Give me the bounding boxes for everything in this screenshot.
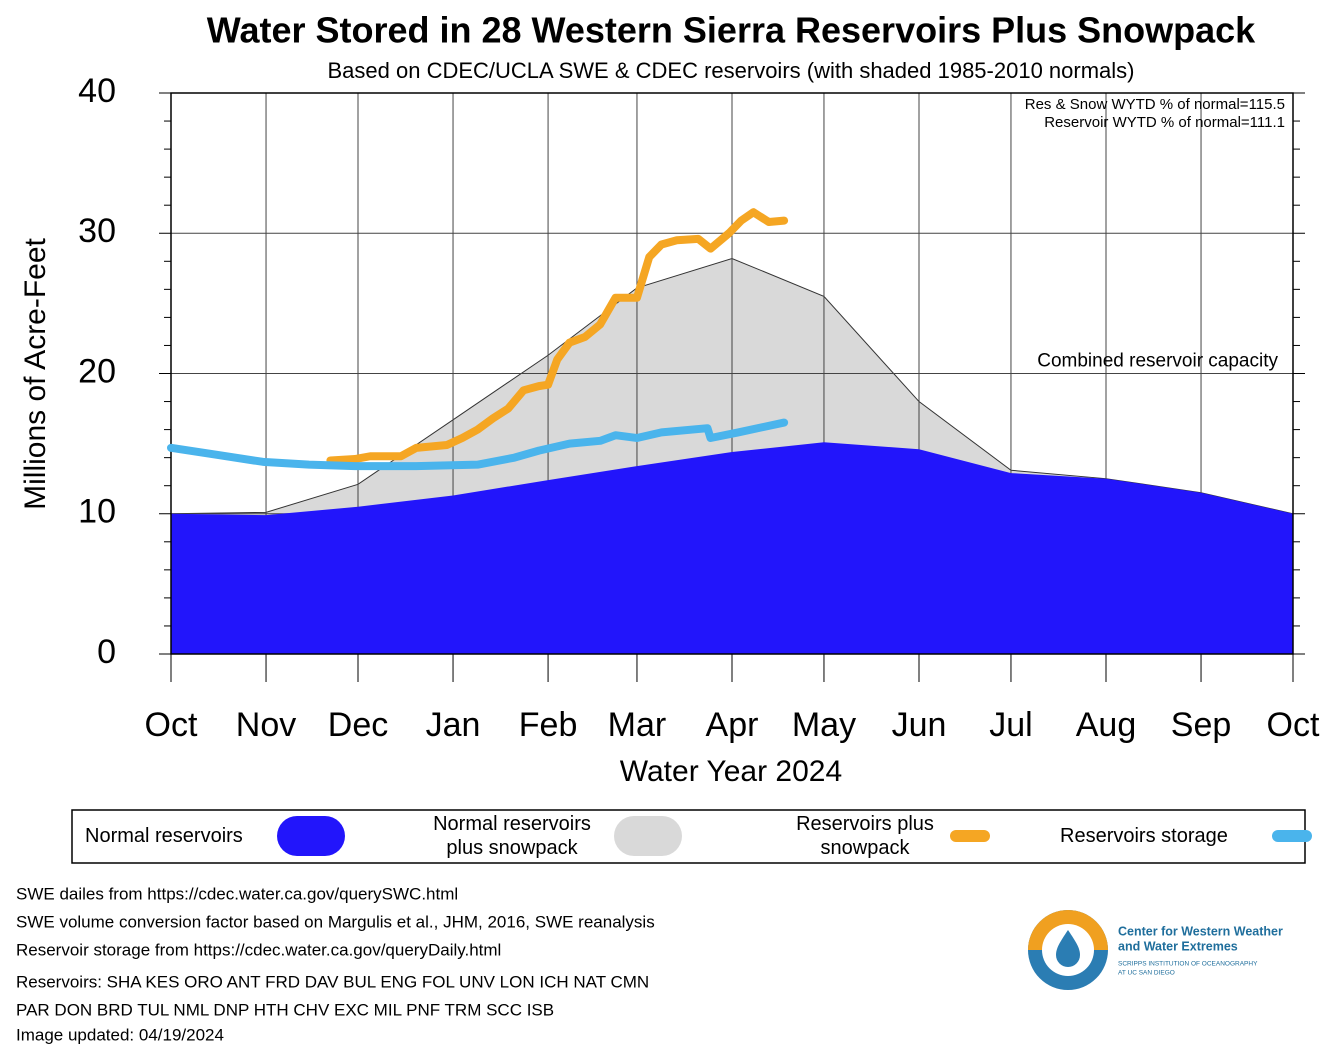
footnote: Image updated: 04/19/2024 <box>16 1025 224 1044</box>
logo-text: Center for Western Weather <box>1118 924 1283 938</box>
logo-text: and Water Extremes <box>1118 939 1238 953</box>
y-tick-label: 10 <box>78 493 116 531</box>
line <box>167 418 789 471</box>
area <box>171 442 1293 654</box>
legend-swatch <box>614 816 682 856</box>
x-axis-label: Water Year 2024 <box>620 755 842 788</box>
layer <box>167 208 789 471</box>
logo-text: AT UC SAN DIEGO <box>1118 970 1175 977</box>
x-tick-label: Jan <box>426 706 481 744</box>
y-tick-label: 30 <box>78 212 116 250</box>
line <box>326 208 789 465</box>
x-tick-label: Apr <box>706 706 759 744</box>
layer: Oct Nov Dec Jan Feb Mar Apr May Jun Jul Aug Sep Oct 0… <box>78 72 1320 744</box>
chart-title: Water Stored in 28 Western Sierra Reserv… <box>207 10 1256 51</box>
x-tick-label: Sep <box>1171 706 1232 744</box>
legend-label: Normal reservoirs plus snowpack <box>433 813 591 859</box>
y-tick-label: 0 <box>97 633 116 671</box>
legend-swatch <box>277 816 345 856</box>
logo-text: SCRIPPS INSTITUTION OF OCEANOGRAPHY <box>1118 961 1258 968</box>
legend-swatch <box>950 830 990 842</box>
layer <box>171 442 1293 654</box>
logo <box>1028 910 1108 990</box>
footnote: Reservoirs: SHA KES ORO ANT FRD DAV BUL … <box>16 972 649 991</box>
annotation: Reservoir WYTD % of normal=111.1 <box>1044 114 1285 131</box>
x-tick-label: Nov <box>236 706 296 744</box>
x-tick-label: Oct <box>145 706 198 744</box>
legend-label: Normal reservoirs <box>85 825 243 847</box>
annotation: Res & Snow WYTD % of normal=115.5 <box>1025 96 1285 113</box>
plot-frame <box>170 92 1294 655</box>
x-tick-label: Jul <box>989 706 1032 744</box>
capacity-label: Combined reservoir capacity <box>1037 351 1278 372</box>
y-tick-label: 20 <box>78 352 116 390</box>
logo-drop <box>1056 930 1080 967</box>
footnote: Reservoir storage from https://cdec.wate… <box>16 940 501 959</box>
legend-label: Reservoirs plus snowpack <box>796 813 934 859</box>
y-axis-label: Millions of Acre-Feet <box>19 237 52 509</box>
chart-subtitle: Based on CDEC/UCLA SWE & CDEC reservoirs… <box>328 58 1135 83</box>
x-tick-label: Feb <box>519 706 578 744</box>
legend-swatch <box>1272 830 1312 842</box>
footnote: PAR DON BRD TUL NML DNP HTH CHV EXC MIL … <box>16 1000 554 1019</box>
footnote: SWE volume conversion factor based on Ma… <box>16 912 655 931</box>
y-tick-label: 40 <box>78 72 116 110</box>
x-tick-label: Aug <box>1076 706 1137 744</box>
x-tick-label: Jun <box>892 706 947 744</box>
footnote: SWE dailes from https://cdec.water.ca.go… <box>16 884 458 903</box>
x-tick-label: Dec <box>328 706 388 744</box>
x-tick-label: Oct <box>1267 706 1320 744</box>
legend-label: Reservoirs storage <box>1060 825 1228 847</box>
x-tick-label: May <box>792 706 856 744</box>
x-tick-label: Mar <box>608 706 667 744</box>
